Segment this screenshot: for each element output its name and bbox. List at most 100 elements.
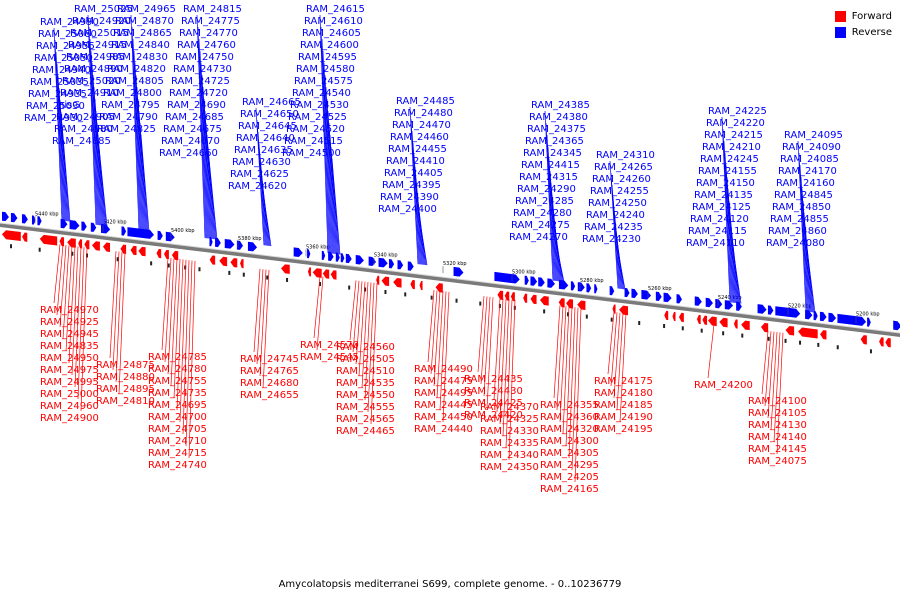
reverse-gene-arrow <box>609 286 615 296</box>
forward-gene-label: RAM_24950 <box>40 353 99 364</box>
leader-line <box>198 38 208 239</box>
reverse-gene-label: RAM_24805 <box>105 76 164 87</box>
forward-gene-label: RAM_24570 <box>300 340 359 351</box>
feature-mark <box>430 295 433 300</box>
forward-gene-arrow <box>619 305 629 316</box>
backbone-highlight <box>0 222 900 334</box>
reverse-gene-label: RAM_24520 <box>286 124 345 135</box>
forward-gene-arrow <box>702 315 708 325</box>
reverse-gene-label: RAM_24580 <box>296 64 355 75</box>
reverse-gene-label: RAM_24390 <box>380 192 439 203</box>
leader-line <box>725 164 735 303</box>
forward-gene-label: RAM_24300 <box>540 436 599 447</box>
feature-mark <box>836 345 839 350</box>
forward-gene-arrow <box>820 330 827 340</box>
legend: Forward Reverse <box>834 8 892 40</box>
leader-line <box>98 146 108 227</box>
forward-gene-arrow <box>419 280 423 291</box>
forward-gene-arrow <box>307 267 311 277</box>
leader-line <box>556 305 564 411</box>
reverse-gene-label: RAM_24865 <box>113 28 172 39</box>
feature-mark <box>348 285 351 290</box>
forward-gene-label: RAM_24945 <box>40 329 99 340</box>
reverse-gene-label: RAM_24275 <box>511 220 570 231</box>
forward-gene-arrow <box>708 316 717 327</box>
forward-gene-label: RAM_24925 <box>40 317 99 328</box>
forward-gene-arrow <box>312 268 322 278</box>
reverse-gene-label: RAM_24600 <box>300 40 359 51</box>
reverse-gene-arrow <box>694 296 702 306</box>
leader-line <box>616 244 626 290</box>
leader-line <box>202 86 212 239</box>
reverse-gene-label: RAM_24365 <box>525 136 584 147</box>
reverse-gene-arrow <box>586 283 592 293</box>
leader-line <box>325 86 335 254</box>
reverse-gene-label: RAM_24215 <box>704 130 763 141</box>
leader-line <box>508 299 516 461</box>
reverse-gene-label: RAM_24630 <box>232 157 291 168</box>
leader-line <box>68 246 76 364</box>
forward-swatch <box>834 10 846 22</box>
reverse-gene-arrow <box>165 231 175 242</box>
forward-gene-arrow <box>102 242 111 252</box>
leader-line <box>71 246 79 376</box>
reverse-gene-arrow <box>715 298 723 309</box>
forward-gene-arrow <box>558 298 565 308</box>
reverse-gene-label: RAM_24690 <box>167 100 226 111</box>
leader-line <box>130 14 140 231</box>
leader-line <box>496 298 504 413</box>
forward-gene-label: RAM_24880 <box>96 372 155 383</box>
forward-gene-arrow <box>719 317 728 328</box>
reverse-gene-arrow <box>2 211 9 222</box>
reverse-gene-arrow <box>494 271 520 284</box>
reverse-gene-arrow <box>37 216 42 226</box>
leader-line <box>553 305 561 399</box>
reverse-gene-label: RAM_24915 <box>68 40 127 51</box>
leader-line <box>486 297 494 409</box>
leader-line <box>767 331 775 419</box>
reverse-gene-label: RAM_24640 <box>236 133 295 144</box>
forward-gene-arrow <box>504 291 510 301</box>
leader-line <box>54 39 64 221</box>
feature-mark <box>198 267 201 272</box>
forward-gene-label: RAM_24555 <box>336 402 395 413</box>
reverse-gene-arrow <box>328 251 334 261</box>
forward-gene-label: RAM_24550 <box>336 390 395 401</box>
forward-gene-label: RAM_24705 <box>148 424 207 435</box>
reverse-gene-label: RAM_24985 <box>66 52 125 63</box>
reverse-gene-label: RAM_24110 <box>686 238 745 249</box>
reverse-gene-label: RAM_24935 <box>28 89 87 100</box>
leader-line <box>136 86 146 231</box>
reverse-gene-arrow <box>388 259 395 269</box>
forward-gene-label: RAM_24695 <box>148 400 207 411</box>
feature-mark <box>242 272 245 277</box>
reverse-gene-label: RAM_24575 <box>294 76 353 87</box>
forward-gene-label: RAM_25000 <box>40 389 99 400</box>
leader-line <box>322 50 332 254</box>
leader-line <box>118 252 126 395</box>
leader-line <box>555 242 565 283</box>
feature-mark <box>784 338 787 343</box>
reverse-gene-label: RAM_24250 <box>588 198 647 209</box>
tick-label: 5400 kbp <box>171 228 195 234</box>
reverse-gene-label: RAM_24965 <box>117 4 176 15</box>
forward-gene-label: RAM_24355 <box>540 400 599 411</box>
feature-mark <box>116 257 119 262</box>
leader-line <box>326 98 336 254</box>
tick-label: 5300 kbp <box>512 270 536 276</box>
leader-line <box>87 14 97 225</box>
reverse-gene-label: RAM_24665 <box>242 97 301 108</box>
leader-line <box>559 306 567 423</box>
leader-line <box>483 296 491 397</box>
leader-line <box>53 244 61 304</box>
reverse-gene-label: RAM_24395 <box>382 180 441 191</box>
leader-line <box>132 38 142 231</box>
leader-line <box>442 291 450 423</box>
reverse-gene-arrow <box>570 281 576 291</box>
forward-gene-label: RAM_24735 <box>148 388 207 399</box>
forward-gene-label: RAM_24205 <box>540 472 599 483</box>
reverse-gene-arrow <box>594 284 598 294</box>
forward-gene-arrow <box>497 290 504 300</box>
leader-line <box>74 246 82 388</box>
